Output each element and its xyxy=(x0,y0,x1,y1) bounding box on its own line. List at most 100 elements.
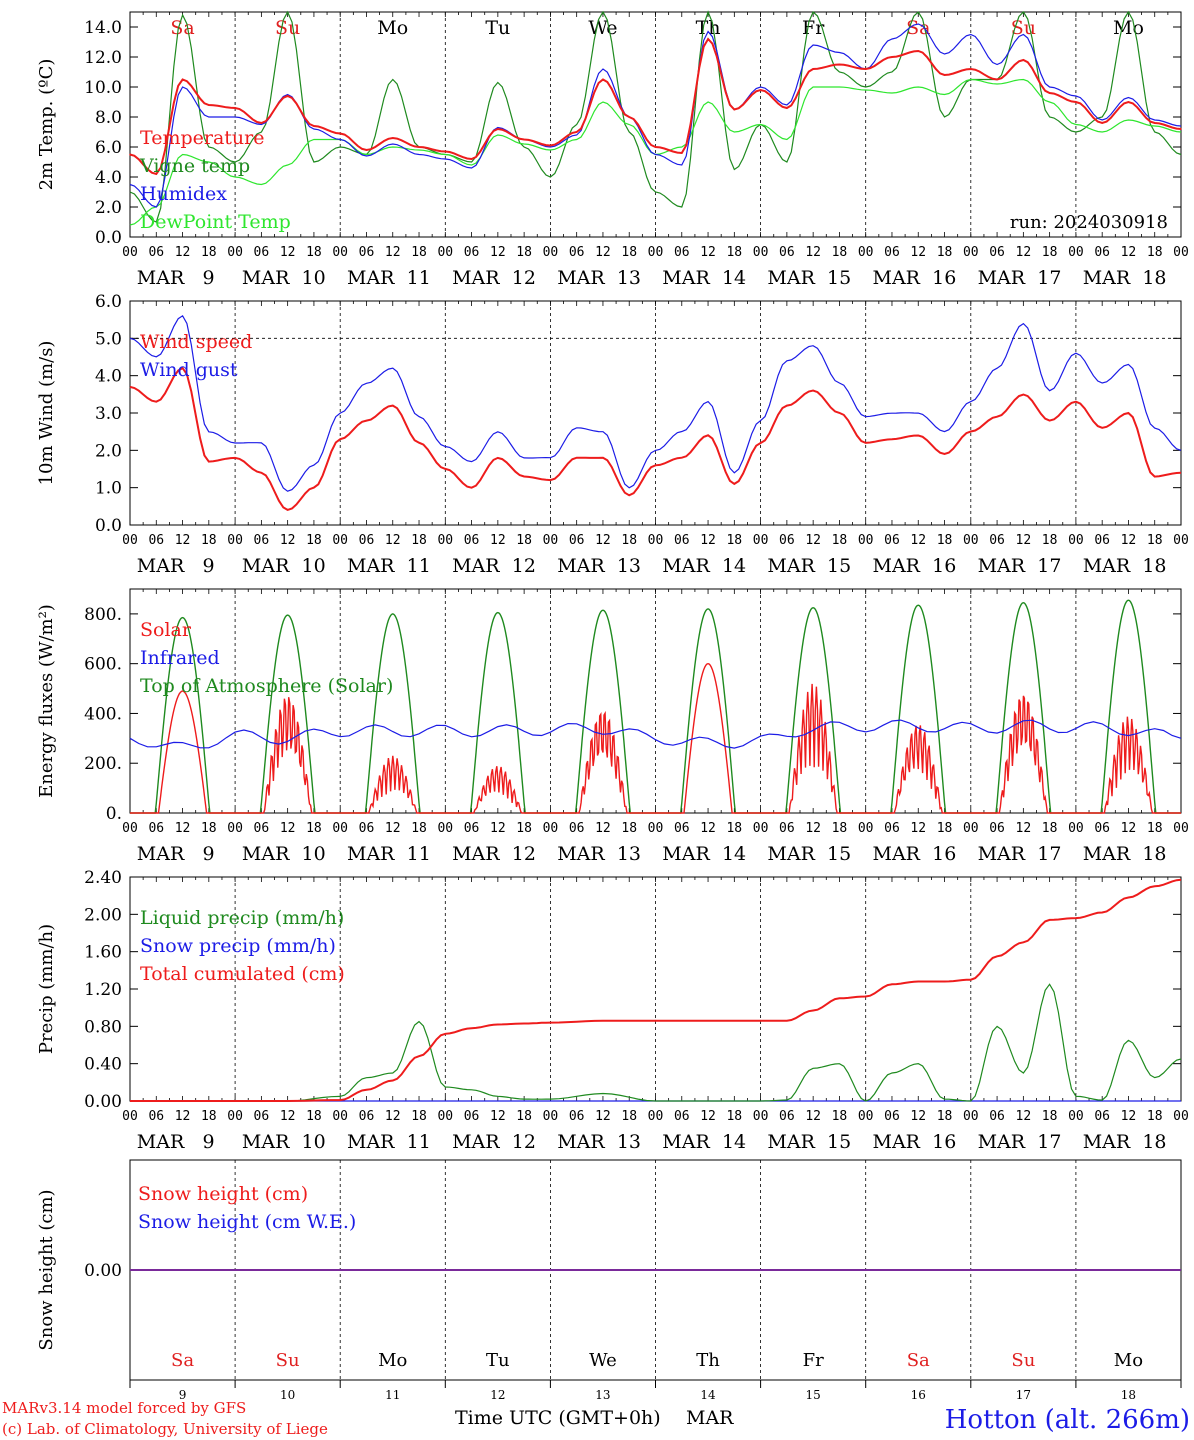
hour-tick-label: 00 xyxy=(753,245,769,260)
hour-tick-label: 06 xyxy=(464,245,480,260)
hour-tick-label: 06 xyxy=(254,245,270,260)
day-number-label: 15 xyxy=(827,843,851,865)
series-line-solar xyxy=(865,725,971,814)
x-axis-title: Time UTC (GMT+0h) xyxy=(455,1407,661,1429)
data-point xyxy=(891,56,893,58)
series-line-wind-gust xyxy=(129,314,1182,492)
hour-tick-label: 12 xyxy=(805,533,821,548)
y-tick-label: 14.0 xyxy=(84,18,122,38)
hour-tick-label: 00 xyxy=(332,821,348,836)
data-point xyxy=(444,150,447,153)
hour-tick-label: 00 xyxy=(858,533,874,548)
hour-tick-label: 06 xyxy=(674,533,690,548)
day-number-label: 12 xyxy=(512,555,536,577)
data-point xyxy=(497,128,499,130)
y-tick-label: 0.00 xyxy=(84,1261,122,1281)
series-line-top-of-atmosphere-solar xyxy=(1075,599,1181,814)
hour-tick-label: 12 xyxy=(280,1109,296,1124)
y-axis-label: Energy fluxes (W/m²) xyxy=(36,604,57,798)
day-number-label: 14 xyxy=(722,1131,746,1153)
hour-tick-label: 18 xyxy=(411,245,427,260)
weekday-label: Mo xyxy=(377,17,408,39)
y-tick-label: 1.20 xyxy=(84,980,122,1000)
hour-tick-label: 18 xyxy=(306,821,322,836)
month-label: MAR xyxy=(452,555,500,577)
y-tick-label: 4.0 xyxy=(95,367,122,387)
series-line-top-of-atmosphere-solar xyxy=(550,609,656,814)
hour-tick-label: 18 xyxy=(1147,245,1163,260)
data-point xyxy=(733,108,736,111)
day-number-label: 13 xyxy=(617,1131,641,1153)
data-point xyxy=(418,146,420,148)
weekday-label: Tu xyxy=(485,17,510,39)
month-label: MAR xyxy=(767,1131,815,1153)
weekday-label: Th xyxy=(696,17,721,39)
hour-tick-label: 00 xyxy=(858,1109,874,1124)
hour-tick-label: 18 xyxy=(1147,821,1163,836)
hour-tick-label: 00 xyxy=(648,1109,664,1124)
hour-tick-label: 06 xyxy=(779,1109,795,1124)
hour-tick-label: 12 xyxy=(280,821,296,836)
y-axis-label: 10m Wind (m/s) xyxy=(36,341,57,486)
data-point xyxy=(707,38,709,40)
day-number-label: 10 xyxy=(302,843,326,865)
y-tick-label: 0.80 xyxy=(84,1017,122,1037)
hour-tick-label: 12 xyxy=(1121,533,1137,548)
legend-entry: Top of Atmosphere (Solar) xyxy=(140,675,393,697)
data-point xyxy=(575,131,578,133)
day-number-label: 16 xyxy=(911,1388,926,1402)
hour-tick-label: 06 xyxy=(989,245,1005,260)
day-number-label: 15 xyxy=(806,1388,821,1402)
y-tick-label: 600. xyxy=(84,655,122,675)
hour-tick-label: 00 xyxy=(753,1109,769,1124)
month-label: MAR xyxy=(347,267,395,289)
series-line-vigne-temp xyxy=(129,10,1182,223)
day-number-label: 18 xyxy=(1121,1388,1136,1402)
month-label: MAR xyxy=(978,555,1026,577)
day-number-label: 13 xyxy=(617,555,641,577)
day-number-label: 12 xyxy=(490,1388,505,1402)
data-point xyxy=(1075,101,1077,103)
hour-tick-label: 18 xyxy=(411,821,427,836)
hour-tick-label: 18 xyxy=(621,821,637,836)
hour-tick-label: 00 xyxy=(437,1109,453,1124)
y-axis-label: Snow height (cm) xyxy=(36,1189,57,1350)
hour-tick-label: 00 xyxy=(543,821,559,836)
hour-tick-label: 12 xyxy=(385,1109,401,1124)
day-number-label: 12 xyxy=(512,267,536,289)
hour-tick-label: 06 xyxy=(989,533,1005,548)
y-tick-label: 0.0 xyxy=(95,516,122,536)
y-tick-label: 2.40 xyxy=(84,868,122,888)
y-tick-label: 2.0 xyxy=(95,441,122,461)
day-number-label: 17 xyxy=(1037,843,1061,865)
day-number-label: 16 xyxy=(932,843,956,865)
month-label: MAR xyxy=(137,843,185,865)
hour-tick-label: 00 xyxy=(1173,821,1189,836)
hour-tick-label: 00 xyxy=(332,245,348,260)
y-tick-label: 5.0 xyxy=(95,329,122,349)
data-point xyxy=(864,68,867,70)
hour-tick-label: 06 xyxy=(779,821,795,836)
y-tick-label: 0.00 xyxy=(84,1092,122,1112)
weekday-label: Sa xyxy=(170,17,194,39)
hour-tick-label: 00 xyxy=(858,245,874,260)
hour-tick-label: 18 xyxy=(1147,533,1163,548)
legend-entry: Snow height (cm) xyxy=(138,1183,308,1205)
day-number-label: 9 xyxy=(179,1388,187,1402)
data-point xyxy=(970,68,972,70)
day-number-label: 14 xyxy=(722,843,746,865)
day-number-label: 13 xyxy=(595,1388,610,1402)
hour-tick-label: 06 xyxy=(464,533,480,548)
weekday-label: Sa xyxy=(907,1350,930,1371)
month-label: MAR xyxy=(137,267,185,289)
hour-tick-label: 18 xyxy=(516,533,532,548)
day-number-label: 11 xyxy=(407,267,431,289)
hour-tick-label: 18 xyxy=(832,821,848,836)
hour-tick-label: 12 xyxy=(1121,821,1137,836)
series-line-liquid-precip-mm-h- xyxy=(130,983,1182,1102)
month-label: MAR xyxy=(1083,1131,1131,1153)
hour-tick-label: 18 xyxy=(726,245,742,260)
hour-tick-label: 18 xyxy=(306,1109,322,1124)
day-number-label: 11 xyxy=(407,1131,431,1153)
hour-tick-label: 12 xyxy=(175,245,191,260)
